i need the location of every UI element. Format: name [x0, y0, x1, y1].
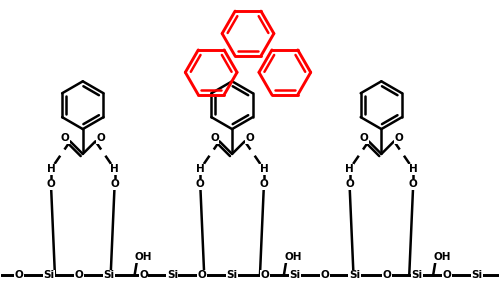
Text: O: O [260, 179, 268, 189]
Text: O: O [210, 133, 219, 143]
Text: Si: Si [289, 270, 300, 280]
Text: O: O [383, 270, 392, 280]
Text: OH: OH [284, 253, 302, 262]
Text: Si: Si [412, 270, 423, 280]
Text: O: O [320, 270, 329, 280]
Text: Si: Si [103, 270, 114, 280]
Text: O: O [320, 270, 329, 280]
Text: H: H [46, 164, 56, 174]
Text: Si: Si [167, 270, 178, 280]
Text: O: O [74, 270, 83, 280]
Text: O: O [345, 179, 354, 189]
Text: O: O [61, 133, 70, 143]
Text: Si: Si [167, 270, 178, 280]
Text: O: O [442, 270, 452, 280]
Text: O: O [110, 179, 119, 189]
Text: O: O [46, 179, 56, 189]
Text: O: O [360, 133, 368, 143]
Text: H: H [110, 164, 119, 174]
Text: Si: Si [349, 270, 360, 280]
Text: O: O [14, 270, 24, 280]
Text: Si: Si [289, 270, 300, 280]
Text: Si: Si [349, 270, 360, 280]
Text: O: O [394, 133, 404, 143]
Text: O: O [139, 270, 148, 280]
Text: O: O [196, 179, 204, 189]
Text: O: O [74, 270, 83, 280]
Text: Si: Si [472, 270, 482, 280]
Text: H: H [409, 164, 418, 174]
Text: O: O [260, 270, 270, 280]
Text: H: H [260, 164, 268, 174]
Text: O: O [96, 133, 105, 143]
Text: OH: OH [434, 253, 451, 262]
Text: H: H [196, 164, 204, 174]
Text: O: O [198, 270, 206, 280]
Text: Si: Si [44, 270, 54, 280]
Text: O: O [246, 133, 254, 143]
Text: Si: Si [103, 270, 114, 280]
Text: O: O [198, 270, 206, 280]
Text: O: O [260, 270, 270, 280]
Text: Si: Si [44, 270, 54, 280]
Text: H: H [345, 164, 354, 174]
Text: Si: Si [472, 270, 482, 280]
Text: O: O [139, 270, 148, 280]
Text: OH: OH [135, 253, 152, 262]
Text: O: O [409, 179, 418, 189]
Text: Si: Si [226, 270, 237, 280]
Text: O: O [14, 270, 24, 280]
Text: Si: Si [226, 270, 237, 280]
Text: Si: Si [412, 270, 423, 280]
Text: O: O [383, 270, 392, 280]
Text: O: O [442, 270, 452, 280]
